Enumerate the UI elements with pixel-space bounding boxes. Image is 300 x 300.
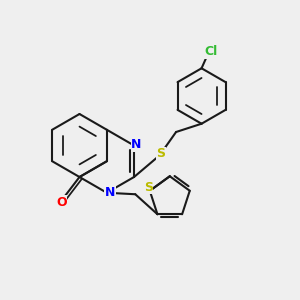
Text: N: N [131, 138, 142, 152]
Text: S: S [144, 181, 153, 194]
Text: N: N [105, 186, 115, 199]
Text: S: S [157, 147, 166, 161]
Text: Cl: Cl [205, 45, 218, 58]
Text: O: O [56, 196, 67, 209]
